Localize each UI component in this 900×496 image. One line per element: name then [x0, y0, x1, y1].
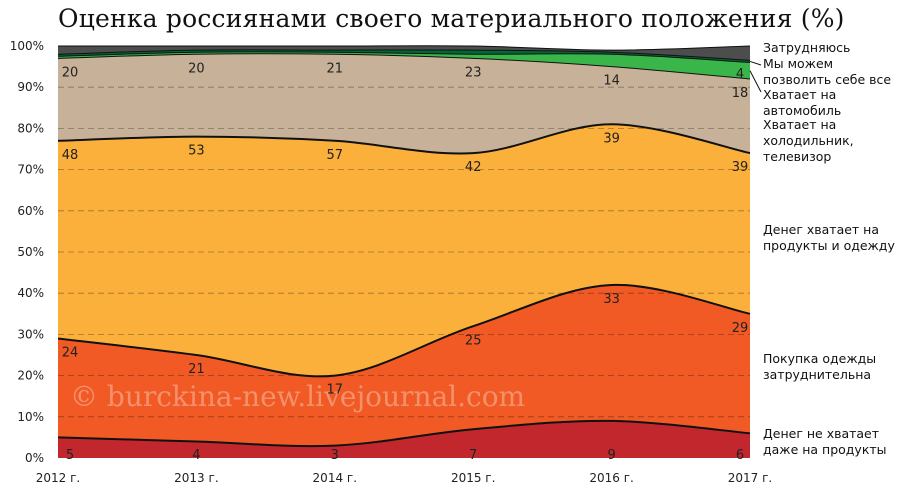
area-series-5 [58, 51, 750, 79]
series-areas [58, 45, 750, 458]
data-label: 18 [732, 86, 749, 101]
x-tick-label: 2017 г. [728, 471, 772, 485]
data-label: 42 [465, 160, 482, 175]
y-tick-label: 60% [17, 204, 44, 218]
data-label: 4 [192, 448, 200, 463]
data-label: 39 [603, 131, 620, 146]
y-axis: 0% 10% 20% 30% 40% 50% 60% 70% 80% 90% 100% [10, 39, 44, 465]
y-tick-label: 80% [17, 121, 44, 135]
data-label: 17 [327, 383, 344, 398]
data-label: 33 [603, 292, 620, 307]
data-label: 25 [465, 333, 482, 348]
y-tick-label: 50% [17, 245, 44, 259]
data-label: 7 [469, 448, 477, 463]
data-label: 14 [603, 74, 620, 89]
data-label: 21 [327, 61, 344, 76]
legend-entry-line: Покупка одежды [763, 351, 876, 366]
data-label: 4 [736, 67, 744, 82]
legend-entry-line: Денег не хватает [763, 426, 879, 441]
data-label: 53 [188, 144, 205, 159]
y-tick-label: 40% [17, 286, 44, 300]
legend-entry: Покупка одежды затруднительна [763, 351, 876, 382]
legend-entry: Денег не хватает даже на продукты [763, 426, 887, 457]
x-tick-label: 2014 г. [313, 471, 357, 485]
data-label: 24 [62, 346, 79, 361]
y-tick-label: 100% [10, 39, 44, 53]
legend-entry-line: Хватает на [763, 87, 836, 102]
data-label: 21 [188, 362, 205, 377]
series-boundary-line [57, 419, 751, 448]
data-labels: 5 4 3 7 9 6 24 21 17 25 33 29 48 53 57 42 39 39 20 20 21 23 14… [62, 61, 749, 462]
legend-entry-line: Затрудняюсь [763, 40, 850, 55]
legend-entry: Денег хватает на продукты и одежду [763, 222, 895, 253]
area-series-6 [58, 49, 750, 63]
area-series-3 [58, 124, 750, 377]
series-boundary-line [57, 123, 751, 155]
data-label: 6 [736, 448, 744, 463]
data-label: 9 [607, 448, 615, 463]
data-label: 48 [62, 148, 79, 163]
y-tick-label: 0% [25, 451, 44, 465]
data-label: 57 [327, 148, 344, 163]
legend-entry-line: позволить себе все [763, 72, 891, 87]
series-boundary-line [57, 51, 751, 63]
data-label: 3 [331, 448, 339, 463]
legend-entry-line: холодильник, [763, 133, 854, 148]
legend-connector [749, 70, 762, 93]
gridlines [58, 86, 750, 418]
y-tick-label: 10% [17, 410, 44, 424]
y-tick-label: 20% [17, 369, 44, 383]
series-boundary-line [57, 53, 751, 80]
legend-connector [749, 60, 762, 66]
legend-entry-line: продукты и одежду [763, 238, 895, 253]
y-tick-label: 90% [17, 80, 44, 94]
watermark: © burckina-new.livejournal.com [70, 380, 525, 413]
x-axis: 2012 г. 2013 г. 2014 г. 2015 г. 2016 г. 2017 … [36, 471, 772, 485]
area-series-4 [58, 53, 750, 154]
data-label: 20 [62, 65, 79, 80]
legend-entry-line: Мы можем [763, 56, 833, 71]
series-boundaries [57, 45, 751, 448]
x-tick-label: 2016 г. [589, 471, 633, 485]
area-series-2 [58, 284, 750, 447]
x-tick-label: 2013 г. [174, 471, 218, 485]
area-series-1 [58, 420, 750, 458]
y-tick-label: 70% [17, 163, 44, 177]
legend-entry-line: телевизор [763, 149, 831, 164]
legend-entry: Хватает на холодильник, телевизор [763, 117, 854, 164]
x-tick-label: 2015 г. [451, 471, 495, 485]
series-boundary-line [57, 49, 751, 61]
chart-title: Оценка россиянами своего материального п… [58, 4, 845, 33]
data-label: 23 [465, 65, 482, 80]
x-tick-label: 2012 г. [36, 471, 80, 485]
data-label: 20 [188, 61, 205, 76]
legend-entry-line: даже на продукты [763, 442, 887, 457]
series-boundary-line [58, 45, 751, 51]
data-label: 39 [732, 160, 749, 175]
legend-entry-line: Хватает на [763, 117, 836, 132]
legend-connectors [749, 60, 762, 93]
data-label: 5 [66, 448, 74, 463]
data-label: 29 [732, 321, 749, 336]
y-tick-label: 30% [17, 327, 44, 341]
legend-entry: Мы можем позволить себе все [763, 56, 891, 87]
legend-entry-line: затруднительна [763, 367, 871, 382]
series-boundary-line [57, 283, 751, 378]
legend-entry: Хватает на автомобиль [763, 87, 841, 118]
legend-entry: Затрудняюсь [763, 40, 850, 55]
legend-entry-line: Денег хватает на [763, 222, 879, 237]
legend-entry-line: автомобиль [763, 103, 841, 118]
